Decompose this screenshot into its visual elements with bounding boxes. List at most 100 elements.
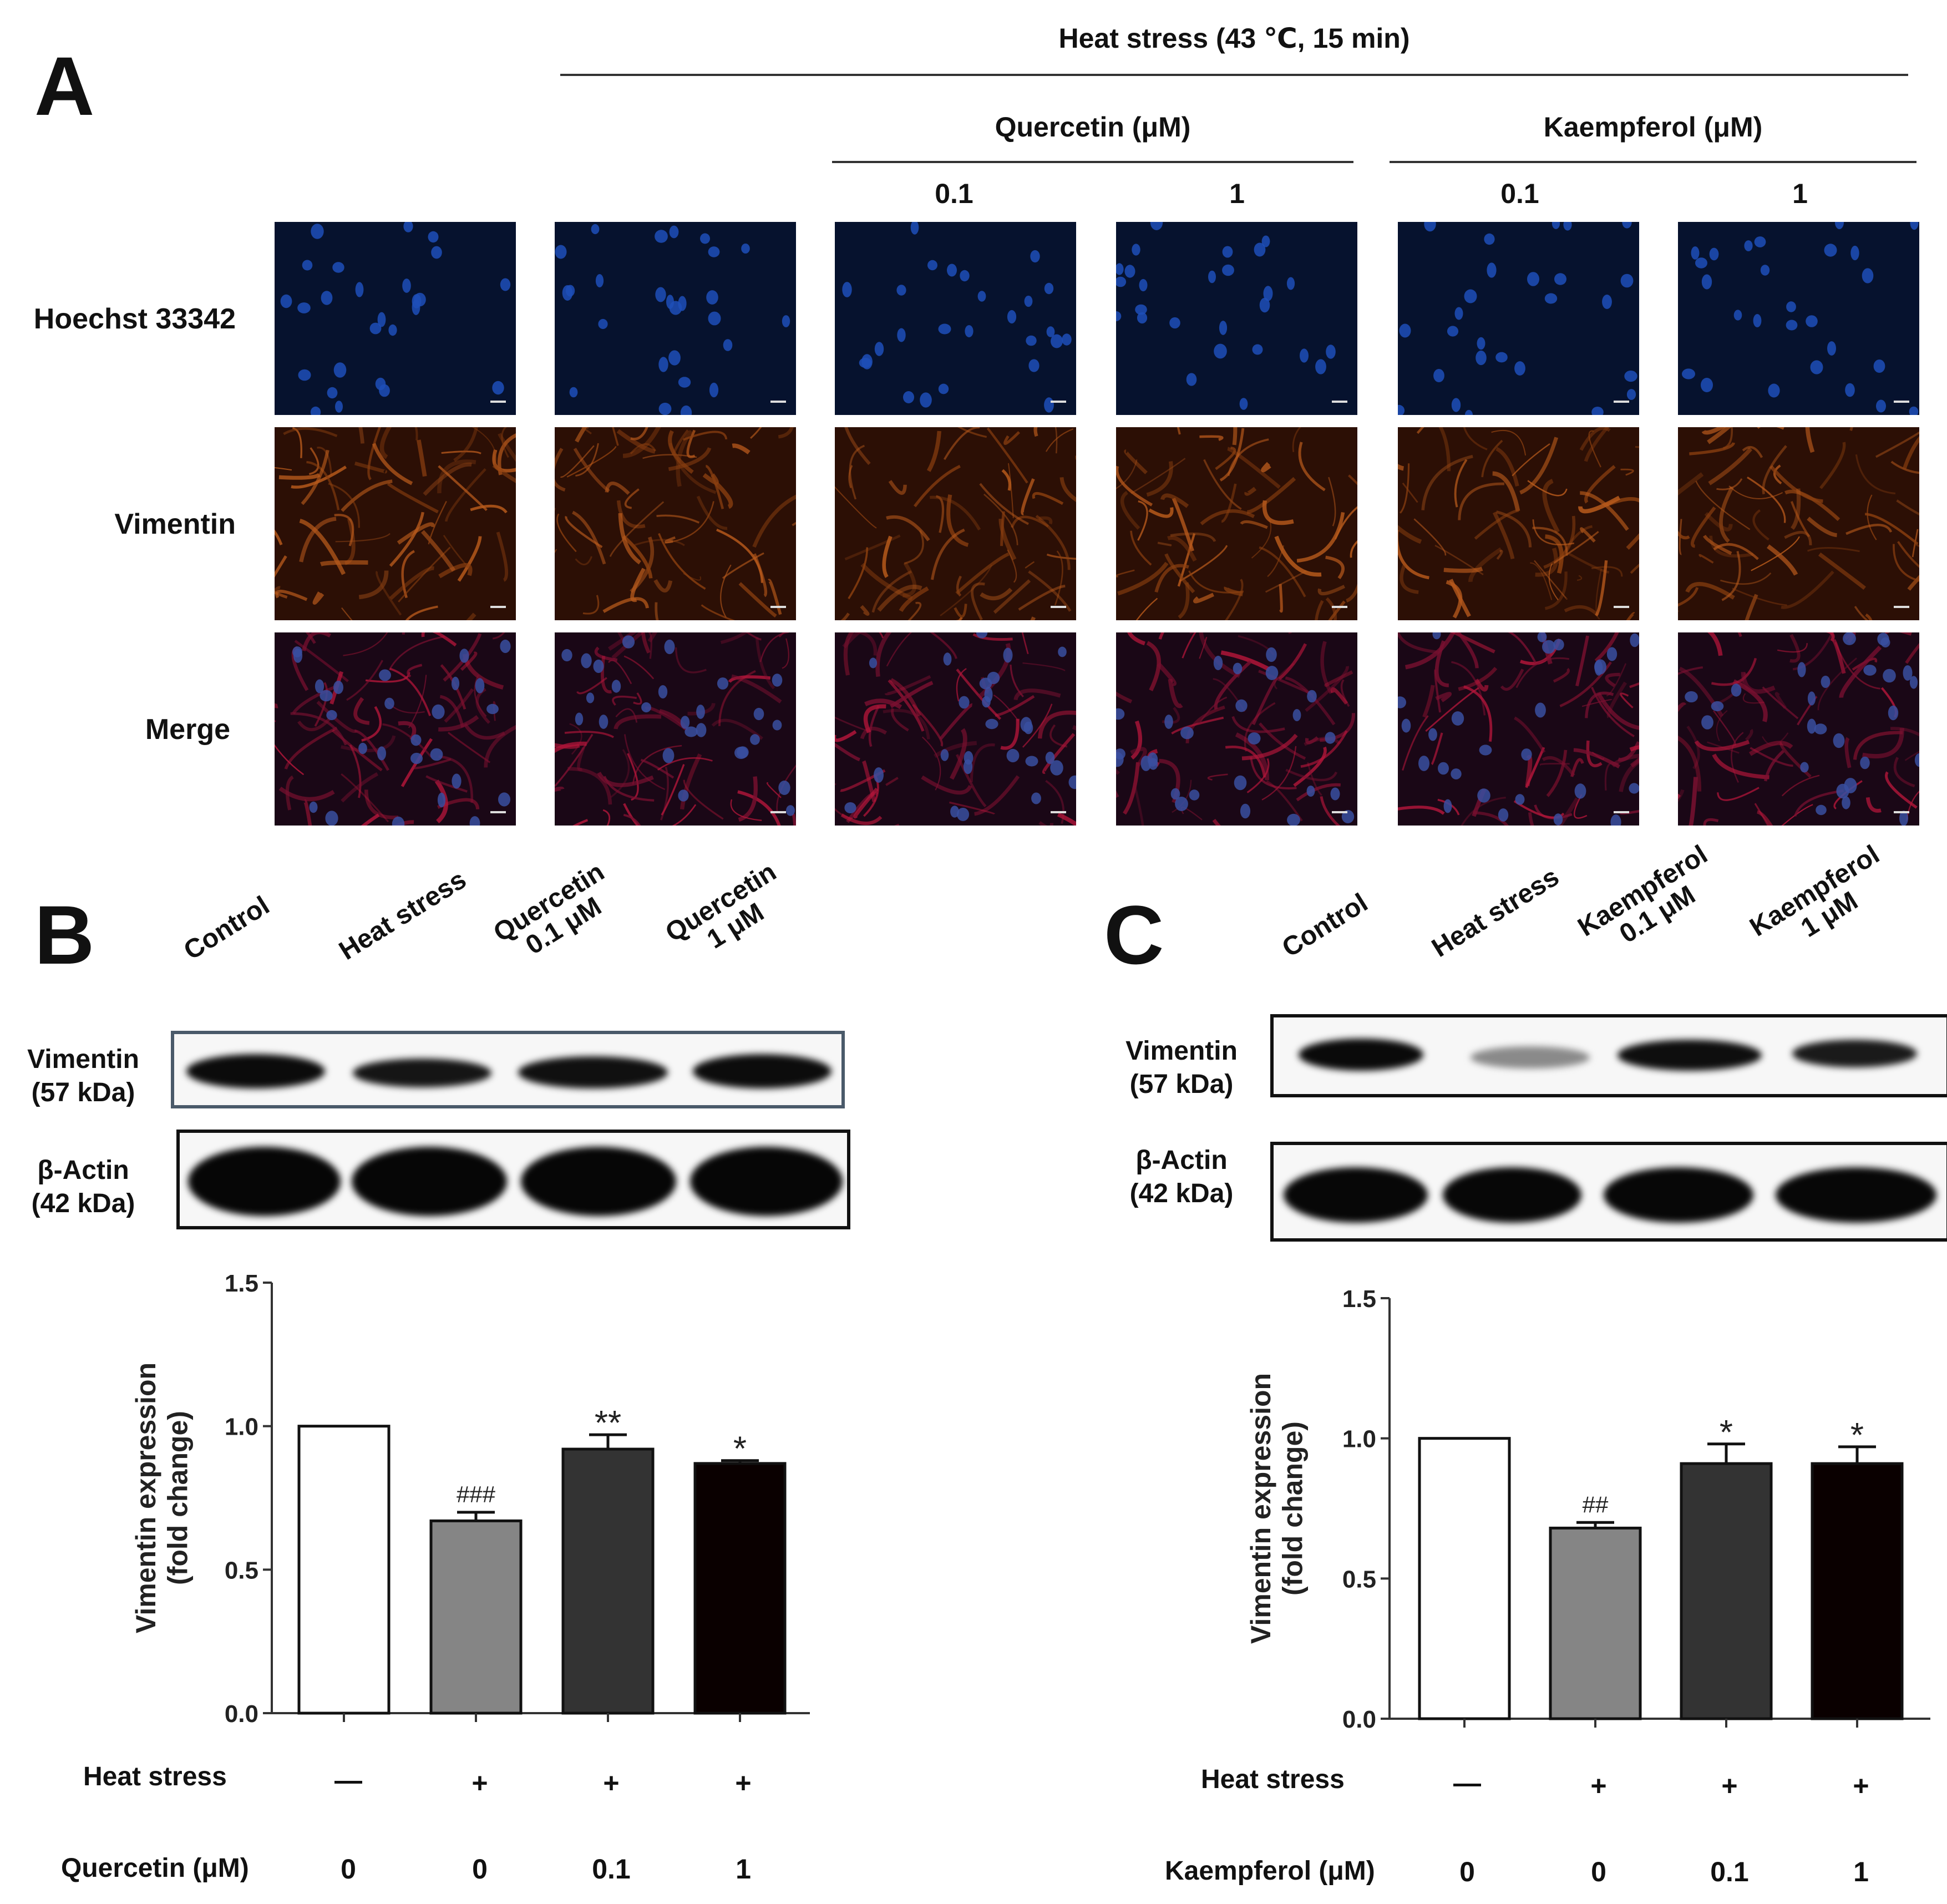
scale-bar xyxy=(1051,811,1066,813)
condition-value: 0 xyxy=(1591,1856,1606,1887)
actin-blot xyxy=(176,1130,850,1229)
lane-label: Heat stress xyxy=(334,864,471,966)
y-axis-label: Vimentin expression(fold change) xyxy=(1245,1373,1309,1644)
bar xyxy=(429,1519,523,1715)
merge-micrograph xyxy=(835,632,1076,826)
hoechst-micrograph xyxy=(1398,222,1639,415)
bar xyxy=(561,1447,655,1715)
scale-bar xyxy=(1614,606,1629,608)
scale-bar xyxy=(1614,401,1629,403)
scale-bar xyxy=(770,606,786,608)
scale-bar xyxy=(1894,401,1909,403)
merge-micrograph xyxy=(555,632,796,826)
condition-label-quercetin: Quercetin (μM) xyxy=(61,1854,249,1883)
hoechst-micrograph xyxy=(835,222,1076,415)
significance-marker: * xyxy=(1850,1416,1864,1455)
scale-bar xyxy=(490,606,506,608)
bar xyxy=(297,1425,391,1715)
condition-value: 0.1 xyxy=(1710,1856,1749,1887)
condition-value: + xyxy=(471,1768,488,1799)
y-tick-label: 1.0 xyxy=(225,1414,258,1441)
quercetin-header: Quercetin (μM) xyxy=(995,112,1191,143)
vimentin-micrograph xyxy=(1678,427,1919,620)
condition-value: 0.1 xyxy=(592,1854,631,1885)
condition-value: 0 xyxy=(1459,1856,1475,1887)
merge-micrograph xyxy=(1116,632,1357,826)
blot-label-actin: β-Actin (42 kDa) xyxy=(1129,1146,1234,1208)
condition-value: 1 xyxy=(736,1854,751,1885)
panel-a-letter: A xyxy=(34,39,95,133)
conc-label: 0.1 xyxy=(935,178,974,209)
y-tick-label: 1.5 xyxy=(225,1270,258,1297)
scale-bar xyxy=(1332,811,1347,813)
actin-blot xyxy=(1270,1142,1947,1242)
quercetin-divider xyxy=(832,161,1353,163)
scale-bar xyxy=(1051,606,1066,608)
bar xyxy=(693,1462,787,1715)
vimentin-micrograph xyxy=(275,427,516,620)
vimentin-micrograph xyxy=(835,427,1076,620)
condition-label-heat-stress: Heat stress xyxy=(1201,1765,1345,1794)
y-tick-label: 0.0 xyxy=(225,1700,258,1728)
hoechst-micrograph xyxy=(275,222,516,415)
kaempferol-header: Kaempferol (μM) xyxy=(1543,112,1763,143)
heat-stress-header: Heat stress (43 ℃, 15 min) xyxy=(1058,23,1410,54)
condition-value: 0 xyxy=(341,1854,356,1885)
scale-bar xyxy=(1051,401,1066,403)
lane-label: Control xyxy=(1277,888,1373,963)
condition-label-heat-stress: Heat stress xyxy=(83,1762,227,1791)
conc-label: 0.1 xyxy=(1500,178,1539,209)
vimentin-micrograph xyxy=(1116,427,1357,620)
bar xyxy=(1680,1462,1773,1720)
condition-label-kaempferol: Kaempferol (μM) xyxy=(1165,1856,1375,1886)
condition-value: — xyxy=(1453,1768,1481,1799)
kaempferol-divider xyxy=(1390,161,1916,163)
scale-bar xyxy=(1614,811,1629,813)
panel-c-letter: C xyxy=(1104,888,1164,981)
condition-value: + xyxy=(603,1768,620,1799)
merge-micrograph xyxy=(275,632,516,826)
y-tick-label: 1.5 xyxy=(1342,1285,1376,1313)
scale-bar xyxy=(1332,401,1347,403)
significance-marker: * xyxy=(733,1430,747,1468)
lane-label: Kaempferol 0.1 μM xyxy=(1573,839,1713,949)
merge-micrograph xyxy=(1678,632,1919,826)
scale-bar xyxy=(1332,606,1347,608)
bar xyxy=(1549,1526,1642,1720)
scale-bar xyxy=(1894,811,1909,813)
hoechst-micrograph xyxy=(1678,222,1919,415)
hoechst-micrograph xyxy=(555,222,796,415)
conc-label: 1 xyxy=(1792,178,1808,209)
significance-marker: * xyxy=(1720,1414,1733,1452)
row-label-vimentin: Vimentin xyxy=(114,508,236,540)
condition-value: + xyxy=(735,1768,752,1799)
vimentin-micrograph xyxy=(1398,427,1639,620)
scale-bar xyxy=(490,811,506,813)
lane-label: Quercetin 0.1 μM xyxy=(488,857,610,961)
bar-chart-b: 0.0 0.5 1.0 1.5 Vimentin expression(fold cha… xyxy=(130,1270,810,1728)
y-tick-label: 0.5 xyxy=(1342,1566,1376,1593)
lane-label: Kaempferol 1 μM xyxy=(1745,839,1885,944)
lane-label: Control xyxy=(179,890,275,966)
row-label-merge: Merge xyxy=(145,713,230,746)
scale-bar xyxy=(1894,606,1909,608)
bar-chart-c: 0.0 0.5 1.0 1.5 Vimentin expression(fold cha… xyxy=(1245,1285,1930,1733)
panel-b-letter: B xyxy=(34,888,95,981)
blot-label-actin: β-Actin (42 kDa) xyxy=(31,1156,135,1218)
y-tick-label: 0.0 xyxy=(1342,1706,1376,1733)
merge-micrograph xyxy=(1398,632,1639,826)
blot-label-vimentin: Vimentin (57 kDa) xyxy=(1125,1036,1238,1099)
scale-bar xyxy=(770,811,786,813)
y-axis-label: Vimentin expression(fold change) xyxy=(130,1363,194,1633)
blot-label-vimentin: Vimentin (57 kDa) xyxy=(27,1045,139,1107)
condition-value: + xyxy=(1590,1770,1607,1801)
significance-marker: ### xyxy=(457,1481,496,1507)
scale-bar xyxy=(770,401,786,403)
hoechst-micrograph xyxy=(1116,222,1357,415)
condition-value: 0 xyxy=(472,1854,488,1885)
y-tick-label: 1.0 xyxy=(1342,1426,1376,1453)
vimentin-blot xyxy=(171,1031,845,1108)
vimentin-blot xyxy=(1270,1014,1947,1097)
condition-value: + xyxy=(1853,1770,1869,1801)
heat-stress-divider xyxy=(560,74,1908,76)
